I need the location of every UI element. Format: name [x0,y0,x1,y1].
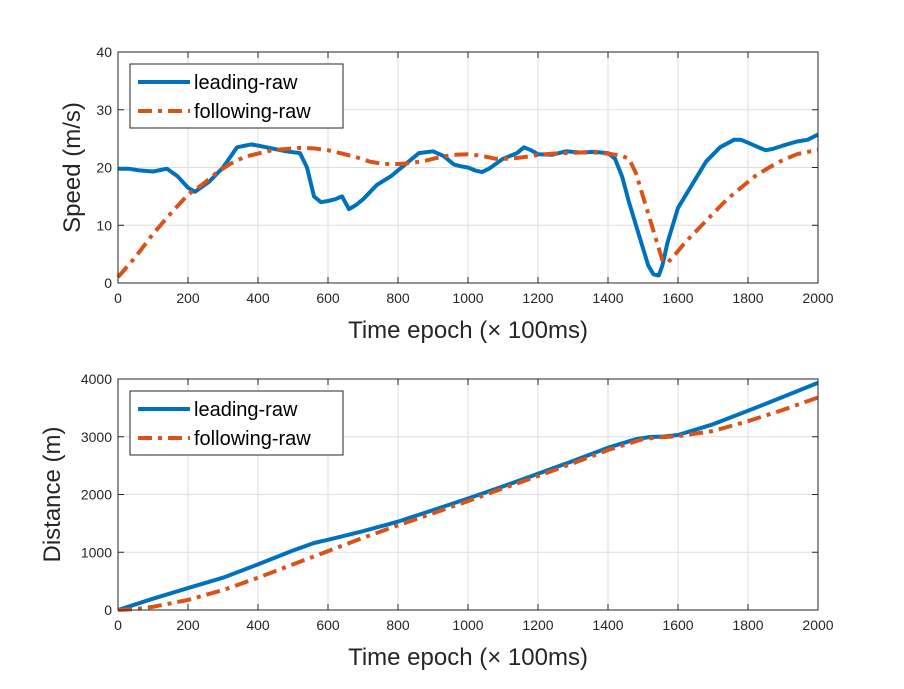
x-tick-label: 200 [176,617,200,633]
y-tick-label: 0 [104,275,112,291]
axes-box [117,51,819,284]
x-tick-label: 2000 [802,290,833,306]
x-tick-label: 1200 [522,290,553,306]
x-tick-label: 1800 [732,290,763,306]
legend-label-following-raw: following-raw [194,428,311,450]
series-line-following-raw [116,145,819,279]
x-tick-label: 600 [316,617,340,633]
distance-chart: 0 200 400 600 800 1000 1200 1400 1600 1800 2000 0 10… [39,371,834,671]
series-line-following-raw [117,395,819,612]
x-tick-label: 1600 [662,617,693,633]
x-tick-label: 600 [316,290,340,306]
legend-label-leading-raw: leading-raw [194,399,298,421]
y-tick-label: 20 [96,160,112,176]
legend-label-following-raw: following-raw [194,101,311,123]
y-tick-label: 0 [104,602,112,618]
x-tick-label: 0 [114,617,122,633]
legend: leading-raw following-raw [129,63,344,129]
x-tick-label: 200 [176,290,200,306]
axes-box [117,378,819,611]
x-tick-label: 1400 [592,617,623,633]
y-tick-label: 1000 [81,544,112,560]
y-tick-label: 2000 [81,487,112,503]
y-tick-label: 10 [96,217,112,233]
series-line-leading-raw [117,380,819,612]
y-tick-label: 4000 [81,371,112,387]
y-axis-label: Speed (m/s) [59,102,86,233]
x-tick-label: 400 [246,617,270,633]
y-axis-label: Distance (m) [39,426,66,562]
legend-box [129,390,344,456]
x-axis-label: Time epoch (× 100ms) [348,317,588,344]
x-tick-label: 1200 [522,617,553,633]
x-tick-label: 1000 [452,290,483,306]
legend: leading-raw following-raw [129,390,344,456]
x-axis-label: Time epoch (× 100ms) [348,644,588,671]
x-tick-label: 1000 [452,617,483,633]
x-tick-label: 2000 [802,617,833,633]
y-tick-label: 40 [96,44,112,60]
x-tick-label: 1800 [732,617,763,633]
x-tick-label: 1600 [662,290,693,306]
x-tick-label: 0 [114,290,122,306]
speed-chart: 0 200 400 600 800 1000 1200 1400 1600 1800 2000 0 10… [59,44,834,344]
y-tick-label: 30 [96,102,112,118]
x-tick-label: 800 [386,290,410,306]
legend-box [129,63,344,129]
legend-label-leading-raw: leading-raw [194,72,298,94]
series-line-leading-raw [118,132,819,278]
x-tick-label: 1400 [592,290,623,306]
y-tick-label: 3000 [81,429,112,445]
x-tick-label: 400 [246,290,270,306]
x-tick-label: 800 [386,617,410,633]
